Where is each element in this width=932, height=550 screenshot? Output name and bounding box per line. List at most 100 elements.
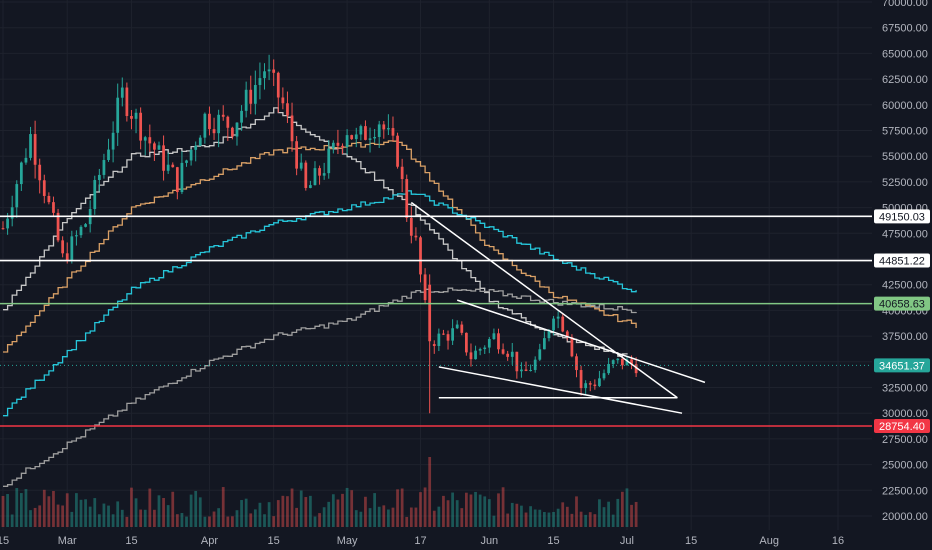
- candle-body: [162, 145, 165, 171]
- volume-bar: [364, 496, 367, 527]
- x-tick-label: 17: [414, 535, 426, 547]
- volume-bar: [162, 497, 165, 527]
- candle-body: [276, 72, 280, 98]
- volume-bar: [304, 497, 308, 527]
- candle-body: [120, 87, 124, 98]
- trendline[interactable]: [456, 299, 706, 384]
- volume-bar: [47, 496, 51, 527]
- volume-bar: [56, 504, 60, 527]
- candle-body: [506, 353, 510, 357]
- volume-bar: [235, 510, 239, 527]
- volume-bar: [501, 487, 505, 527]
- x-tick-label: 15: [685, 535, 697, 547]
- candle-body: [611, 360, 615, 365]
- volume-bar: [497, 493, 500, 527]
- candle-body: [510, 351, 514, 357]
- trendlines[interactable]: [410, 201, 706, 414]
- candle-body: [166, 164, 170, 171]
- volume-bar: [120, 509, 124, 527]
- candle-body: [116, 97, 120, 133]
- volume-bar: [290, 488, 294, 527]
- volume-bar: [634, 501, 638, 527]
- candle-body: [616, 358, 620, 361]
- volume-bar: [547, 512, 551, 527]
- volume-bar: [286, 496, 289, 527]
- candle-body: [125, 87, 129, 116]
- y-tick-label: 25000.00: [882, 460, 928, 472]
- volume-bar: [249, 513, 253, 527]
- volume-bar: [510, 502, 514, 527]
- volume-bar: [524, 512, 528, 527]
- candle-body: [208, 113, 211, 130]
- level-price-tag: [874, 209, 930, 224]
- volume-bar: [405, 516, 409, 527]
- volume-bar: [93, 498, 97, 527]
- x-tick-label: Mar: [58, 535, 77, 547]
- candle-body: [253, 85, 257, 104]
- volume-bar: [368, 508, 372, 527]
- volume-bar: [79, 499, 83, 527]
- volume-bar: [409, 507, 413, 527]
- candle-body: [446, 334, 450, 341]
- candle-body: [327, 148, 331, 174]
- volume-bar: [506, 513, 510, 527]
- volume-bar: [276, 500, 280, 527]
- y-tick-label: 27500.00: [882, 434, 928, 446]
- volume-bar: [561, 502, 565, 527]
- x-axis[interactable]: 15 Mar 15 Apr 15 May 17 Jun 15 Jul 15 Aug 16: [0, 535, 844, 547]
- volume-bar: [102, 503, 106, 527]
- volume-bar: [299, 490, 303, 527]
- candle-body: [409, 217, 413, 236]
- candle-body: [70, 236, 74, 261]
- candle-body: [221, 114, 225, 117]
- volume-bar: [354, 510, 358, 527]
- candle-body: [19, 162, 23, 185]
- volume-bar: [253, 509, 257, 527]
- candle-body: [419, 237, 422, 275]
- volume-bar: [1, 495, 5, 527]
- candle-body: [226, 116, 230, 128]
- volume-bar: [598, 499, 601, 527]
- y-tick-label: 20000.00: [882, 511, 928, 523]
- volume-bar: [116, 501, 120, 527]
- candle-body: [556, 316, 560, 319]
- y-tick-label: 55000.00: [882, 151, 928, 163]
- price-labels: 49150.03 44851.22 40658.63 28754.40 34651.37: [874, 209, 930, 434]
- level-price-label: 40658.63: [879, 299, 925, 311]
- volume-bar: [469, 494, 473, 527]
- candle-body: [345, 135, 349, 147]
- candle-body: [354, 134, 358, 140]
- candle-body: [377, 124, 381, 137]
- volume-bar: [258, 502, 262, 527]
- volume-bar: [400, 488, 404, 527]
- volume-bar: [295, 507, 299, 527]
- candle-body: [396, 135, 399, 167]
- candle-body: [382, 124, 386, 130]
- volume-bar: [194, 490, 198, 527]
- candle-body: [295, 141, 299, 169]
- level-price-tag: [874, 419, 930, 434]
- trendline[interactable]: [438, 366, 683, 414]
- candle-body: [483, 347, 487, 350]
- candle-body: [65, 253, 69, 261]
- candle-body: [175, 167, 179, 193]
- moving-average-line: [3, 140, 637, 353]
- candle-body: [552, 318, 555, 331]
- candle-body: [625, 359, 629, 366]
- candle-body: [212, 129, 216, 134]
- candle-body: [97, 174, 101, 181]
- trendline[interactable]: [410, 201, 678, 399]
- volume-bar: [198, 497, 202, 527]
- volume-bar: [139, 509, 143, 527]
- volume-bar: [84, 499, 87, 527]
- candle-body: [299, 162, 303, 169]
- volume-bar: [377, 506, 381, 527]
- candle-body: [258, 78, 262, 86]
- current-price-label: 34651.37: [879, 360, 925, 372]
- candle-body: [341, 145, 344, 147]
- candle-body: [593, 384, 597, 387]
- volume-bar: [180, 512, 184, 527]
- horizontal-levels[interactable]: [0, 215, 872, 427]
- candle-body: [198, 137, 202, 146]
